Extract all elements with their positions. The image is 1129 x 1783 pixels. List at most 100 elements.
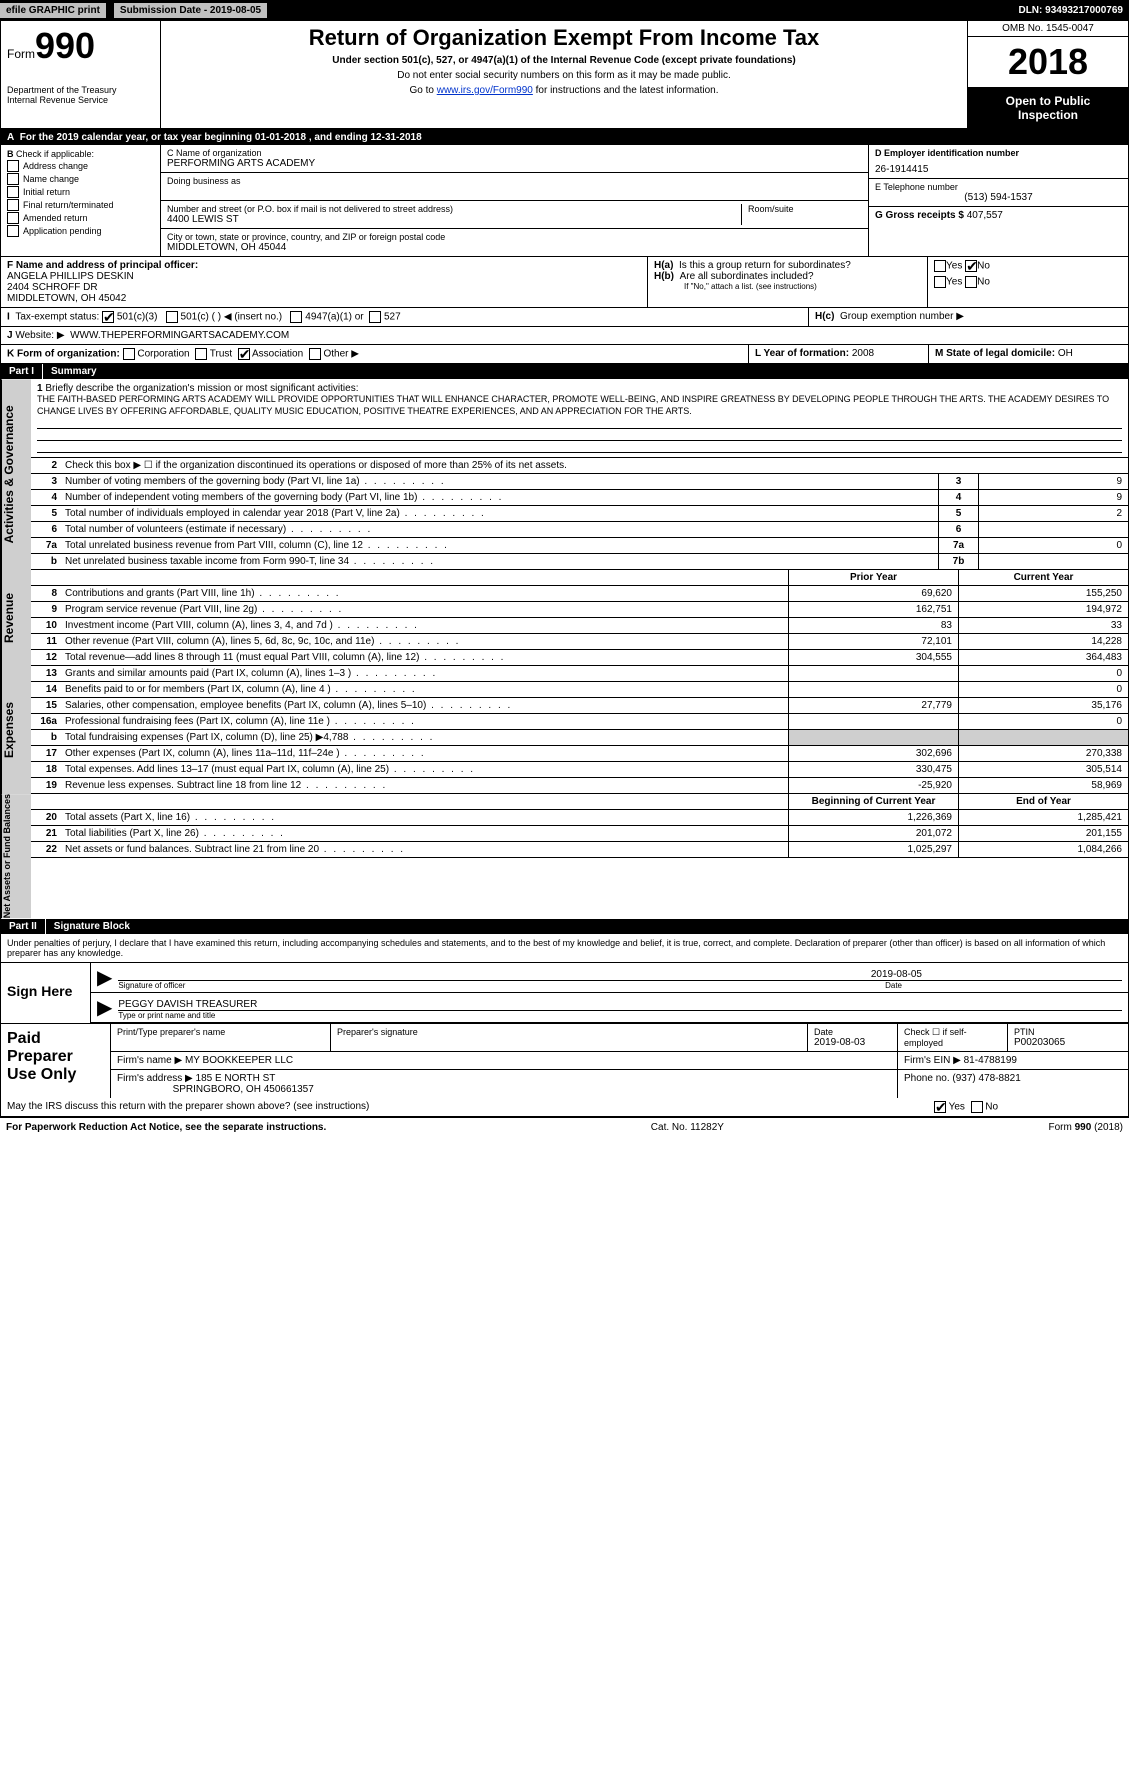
row-num: 7a: [31, 538, 61, 553]
lbl-initial-return: Initial return: [23, 187, 70, 197]
opt-4947: 4947(a)(1) or: [305, 312, 363, 323]
prior-val: [788, 714, 958, 729]
open-inspection: Open to Public Inspection: [968, 88, 1128, 128]
form-prefix: Form: [7, 47, 35, 61]
line-2-num: 2: [31, 458, 61, 473]
hc-text: Group exemption number ▶: [840, 311, 964, 322]
box-h: H(a) Is this a group return for subordin…: [648, 257, 928, 307]
footer-right-bold: 990: [1075, 1122, 1092, 1133]
row-val: 9: [978, 490, 1128, 505]
addr-label: Number and street (or P.O. box if mail i…: [167, 204, 735, 214]
prior-val: [788, 682, 958, 697]
prior-val: 330,475: [788, 762, 958, 777]
sig-date: 2019-08-05: [118, 969, 1122, 981]
box-b-title: Check if applicable:: [16, 149, 94, 159]
row-num: 12: [31, 650, 61, 665]
footer-right-post: (2018): [1091, 1122, 1123, 1133]
chk-corp[interactable]: [123, 348, 135, 360]
chk-4947[interactable]: [290, 311, 302, 323]
chk-final-return[interactable]: [7, 199, 19, 211]
row-num: 20: [31, 810, 61, 825]
form-number: Form990: [7, 25, 154, 67]
netassets-row: 21 Total liabilities (Part X, line 26) 2…: [31, 826, 1128, 842]
current-val: 33: [958, 618, 1128, 633]
revenue-row: 8 Contributions and grants (Part VIII, l…: [31, 586, 1128, 602]
row-val: [978, 522, 1128, 537]
box-f: F Name and address of principal officer:…: [1, 257, 648, 307]
row-klm: K Form of organization: Corporation Trus…: [1, 345, 1128, 364]
part-2-header: Part II Signature Block: [1, 919, 1128, 934]
revenue-header: Prior Year Current Year: [31, 570, 1128, 586]
row-text: Revenue less expenses. Subtract line 18 …: [61, 778, 788, 793]
row-num: 14: [31, 682, 61, 697]
street-address: 4400 LEWIS ST: [167, 214, 735, 225]
part-1-tag: Part I: [1, 364, 43, 379]
current-val: 35,176: [958, 698, 1128, 713]
box-f-label: F Name and address of principal officer:: [7, 260, 198, 271]
row-text: Investment income (Part VIII, column (A)…: [61, 618, 788, 633]
chk-other[interactable]: [309, 348, 321, 360]
opt-501c: 501(c) ( ) ◀ (insert no.): [181, 312, 283, 323]
officer-name-title: PEGGY DAVISH TREASURER: [118, 999, 1122, 1011]
revenue-row: 12 Total revenue—add lines 8 through 11 …: [31, 650, 1128, 666]
chk-501c3[interactable]: [102, 311, 114, 323]
row-text: Total unrelated business revenue from Pa…: [61, 538, 938, 553]
row-num: 17: [31, 746, 61, 761]
chk-amended[interactable]: [7, 212, 19, 224]
sign-here-block: Sign Here ▶ 2019-08-05 Signature of offi…: [1, 963, 1128, 1023]
chk-527[interactable]: [369, 311, 381, 323]
omb-number: OMB No. 1545-0047: [968, 21, 1128, 37]
current-val: 0: [958, 666, 1128, 681]
blank-line: [37, 417, 1122, 429]
row-text: Other expenses (Part IX, column (A), lin…: [61, 746, 788, 761]
row-text: Contributions and grants (Part VIII, lin…: [61, 586, 788, 601]
row-text: Salaries, other compensation, employee b…: [61, 698, 788, 713]
print-name-label: Print/Type preparer's name: [117, 1027, 324, 1037]
hb-yes[interactable]: [934, 276, 946, 288]
chk-trust[interactable]: [195, 348, 207, 360]
page-footer: For Paperwork Reduction Act Notice, see …: [0, 1118, 1129, 1137]
lbl-amended: Amended return: [23, 213, 88, 223]
discuss-yes[interactable]: [934, 1101, 946, 1113]
row-box: 4: [938, 490, 978, 505]
hb-text: Are all subordinates included?: [680, 271, 814, 282]
netassets-header: Beginning of Current Year End of Year: [31, 794, 1128, 810]
ha-yes[interactable]: [934, 260, 946, 272]
discuss-no[interactable]: [971, 1101, 983, 1113]
hb-no[interactable]: [965, 276, 977, 288]
box-k-label: K Form of organization:: [7, 349, 120, 360]
chk-name-change[interactable]: [7, 173, 19, 185]
row-text: Benefits paid to or for members (Part IX…: [61, 682, 788, 697]
sign-here-label: Sign Here: [1, 963, 91, 1023]
row-text: Net unrelated business taxable income fr…: [61, 554, 938, 569]
chk-address-change[interactable]: [7, 160, 19, 172]
row-text: Other revenue (Part VIII, column (A), li…: [61, 634, 788, 649]
chk-initial-return[interactable]: [7, 186, 19, 198]
chk-501c[interactable]: [166, 311, 178, 323]
row-f-h: F Name and address of principal officer:…: [1, 257, 1128, 308]
officer-name: ANGELA PHILLIPS DESKIN: [7, 271, 641, 282]
box-g-label: G Gross receipts $: [875, 210, 964, 221]
irs-link[interactable]: www.irs.gov/Form990: [437, 85, 533, 96]
ha-label: H(a): [654, 260, 673, 271]
dln: DLN: 93493217000769: [1012, 3, 1129, 18]
row-text: Total expenses. Add lines 13–17 (must eq…: [61, 762, 788, 777]
lbl-name-change: Name change: [23, 174, 79, 184]
line-2-text: Check this box ▶ ☐ if the organization d…: [61, 458, 1128, 473]
firm-addr1: 185 E NORTH ST: [196, 1073, 276, 1084]
caret-icon: ▶: [97, 995, 112, 1020]
chk-pending[interactable]: [7, 225, 19, 237]
ha-no[interactable]: [965, 260, 977, 272]
sidebar-netassets: Net Assets or Fund Balances: [1, 794, 31, 918]
chk-assoc[interactable]: [238, 348, 250, 360]
dept-treasury: Department of the Treasury: [7, 85, 154, 95]
firm-name-label: Firm's name ▶: [117, 1055, 182, 1066]
row-text: Net assets or fund balances. Subtract li…: [61, 842, 788, 857]
row-num: 10: [31, 618, 61, 633]
ha-text: Is this a group return for subordinates?: [679, 260, 851, 271]
expense-row: 18 Total expenses. Add lines 13–17 (must…: [31, 762, 1128, 778]
box-l-label: L Year of formation:: [755, 348, 849, 359]
footer-left: For Paperwork Reduction Act Notice, see …: [6, 1122, 326, 1133]
ptin: P00203065: [1014, 1037, 1122, 1048]
submission-date: Submission Date - 2019-08-05: [114, 3, 267, 18]
